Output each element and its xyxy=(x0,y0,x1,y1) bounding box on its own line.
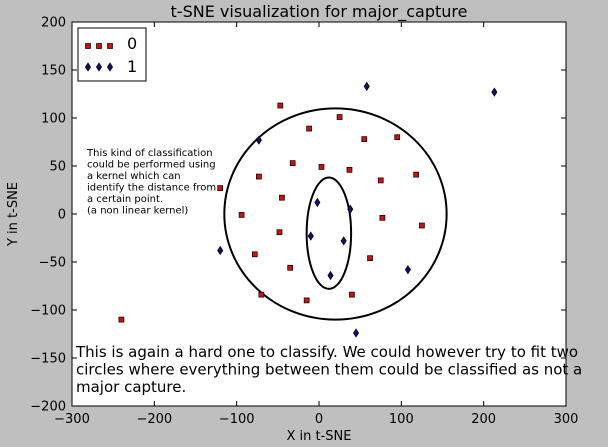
point-series-0-17 xyxy=(251,251,258,258)
legend: 0 1 xyxy=(77,27,147,82)
point-series-0-19 xyxy=(287,264,294,271)
point-series-0-13 xyxy=(238,212,245,218)
legend-marker-0-1 xyxy=(96,43,102,49)
point-series-0-21 xyxy=(303,297,310,304)
point-series-0-20 xyxy=(258,291,265,298)
x-tick-label-0: −300 xyxy=(54,412,90,427)
point-series-0-3 xyxy=(361,136,368,142)
legend-label-0: 0 xyxy=(127,34,137,53)
point-series-0-6 xyxy=(318,164,325,170)
point-series-0-1 xyxy=(306,125,312,132)
point-series-0-7 xyxy=(346,166,353,173)
point-series-1-3 xyxy=(314,197,321,208)
bottom-note-line-0: This is again a hard one to classify. We… xyxy=(75,343,578,361)
chart-title: t-SNE visualization for major_capture xyxy=(171,2,468,22)
point-series-0-22 xyxy=(349,291,355,298)
point-series-1-1 xyxy=(491,87,498,97)
kernel-note-line-1: could be performed using xyxy=(87,160,216,171)
point-series-0-4 xyxy=(394,134,401,141)
x-tick-label-3: 0 xyxy=(315,412,323,427)
point-series-0-0 xyxy=(277,102,284,109)
y-tick-label-8: 200 xyxy=(41,16,66,31)
circle-shapes xyxy=(223,107,448,321)
point-series-1-0 xyxy=(363,81,370,91)
y-tick-label-6: 100 xyxy=(41,112,66,127)
point-series-1-4 xyxy=(347,204,354,214)
point-series-0-16 xyxy=(276,229,283,236)
x-tick-label-2: −100 xyxy=(219,412,255,427)
point-series-0-15 xyxy=(419,222,425,229)
point-series-0-23 xyxy=(118,316,125,323)
point-series-1-2 xyxy=(255,135,262,145)
point-series-0-10 xyxy=(413,171,420,178)
data-points xyxy=(118,81,498,338)
point-series-0-11 xyxy=(217,185,224,191)
y-tick-label-2: −100 xyxy=(30,304,66,319)
point-series-1-7 xyxy=(217,245,224,256)
kernel-note-line-5: (a non linear kernel) xyxy=(87,206,188,217)
legend-label-1: 1 xyxy=(127,57,137,76)
x-tick-label-1: −200 xyxy=(136,412,172,427)
point-series-0-12 xyxy=(279,194,285,201)
point-series-0-8 xyxy=(256,173,262,180)
y-tick-label-7: 150 xyxy=(41,64,66,79)
legend-marker-0-0 xyxy=(85,43,91,49)
y-tick-label-0: −200 xyxy=(30,400,66,415)
point-series-0-2 xyxy=(336,114,343,120)
bottom-annotation: This is again a hard one to classify. We… xyxy=(75,343,582,396)
kernel-note-line-3: identify the distance from xyxy=(87,183,216,194)
x-tick-label-4: 100 xyxy=(389,412,414,427)
point-series-1-5 xyxy=(307,231,314,241)
kernel-annotation: This kind of classification could be perf… xyxy=(86,148,216,217)
legend-box xyxy=(77,27,147,82)
x-axis-label: X in t-SNE xyxy=(287,429,352,444)
x-tick-label-5: 200 xyxy=(471,412,496,427)
legend-markers xyxy=(84,43,114,72)
x-tick-label-6: 300 xyxy=(554,412,579,427)
legend-marker-0-2 xyxy=(107,43,113,49)
circle-2 xyxy=(305,176,353,290)
plot-area xyxy=(72,22,566,406)
legend-marker-1-1 xyxy=(95,62,103,72)
bottom-note-line-1: circles where everything between them co… xyxy=(76,361,582,379)
y-axis-label: Y in t-SNE xyxy=(6,182,21,247)
point-series-0-14 xyxy=(379,214,386,221)
bottom-note-line-2: major capture. xyxy=(76,378,186,396)
y-tick-label-1: −150 xyxy=(30,352,66,367)
point-series-0-9 xyxy=(377,177,384,184)
legend-marker-1-2 xyxy=(106,62,114,72)
kernel-note-line-2: a kernel which can xyxy=(87,171,181,182)
point-series-0-5 xyxy=(289,160,296,166)
y-tick-label-3: −50 xyxy=(39,256,66,271)
kernel-note-line-0: This kind of classification xyxy=(86,148,213,159)
legend-marker-1-0 xyxy=(84,62,92,72)
circle-1 xyxy=(223,107,448,321)
y-tick-label-4: 0 xyxy=(58,208,66,223)
point-series-1-9 xyxy=(327,270,334,281)
y-tick-label-5: 50 xyxy=(49,160,66,175)
kernel-note-line-4: a certain point. xyxy=(87,194,163,205)
point-series-0-18 xyxy=(367,255,373,262)
point-series-1-10 xyxy=(353,328,360,338)
axis-ticks: −300 −200 −100 0 100 200 300−200−150−100−50050… xyxy=(30,16,578,428)
point-series-1-6 xyxy=(340,236,347,246)
point-series-1-8 xyxy=(404,265,411,275)
